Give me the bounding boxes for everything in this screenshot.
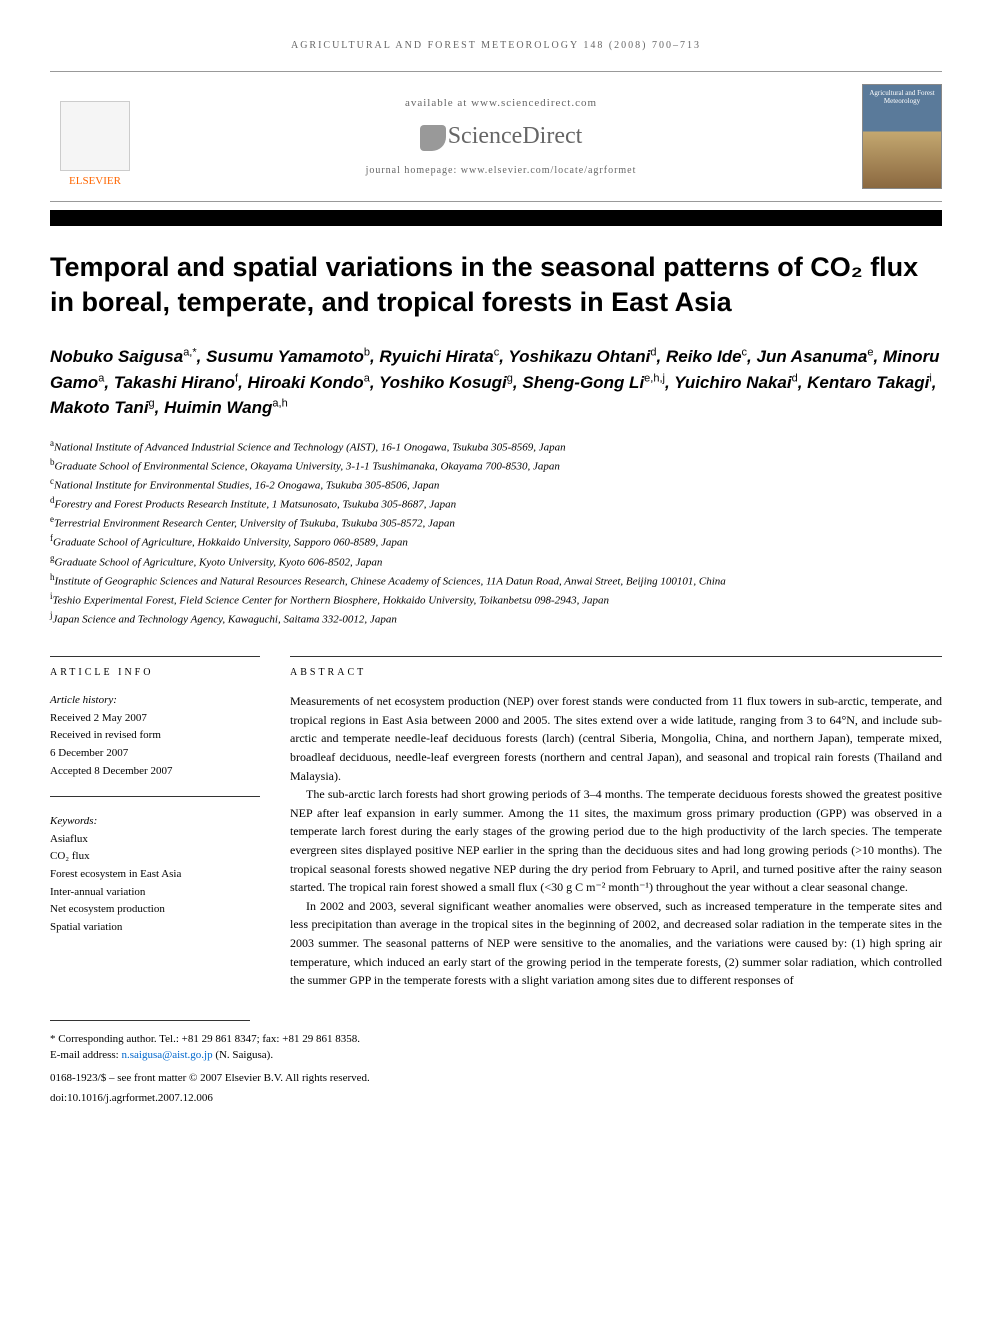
history-line: Received 2 May 2007: [50, 710, 260, 728]
elsevier-tree-icon: [60, 101, 130, 171]
elsevier-label: ELSEVIER: [69, 175, 121, 187]
affiliation-line: fGraduate School of Agriculture, Hokkaid…: [50, 532, 942, 551]
corresponding-author: * Corresponding author. Tel.: +81 29 861…: [50, 1031, 942, 1048]
abstract-paragraph: In 2002 and 2003, several significant we…: [290, 897, 942, 990]
sciencedirect-icon: [420, 125, 446, 151]
article-title: Temporal and spatial variations in the s…: [50, 250, 942, 320]
abstract-paragraph: Measurements of net ecosystem production…: [290, 692, 942, 785]
affiliations-list: aNational Institute of Advanced Industri…: [50, 437, 942, 629]
article-info-column: ARTICLE INFO Article history: Received 2…: [50, 656, 260, 990]
black-separator-bar: [50, 210, 942, 226]
affiliation-line: iTeshio Experimental Forest, Field Scien…: [50, 590, 942, 609]
affiliation-line: aNational Institute of Advanced Industri…: [50, 437, 942, 456]
email-link[interactable]: n.saigusa@aist.go.jp: [121, 1049, 212, 1061]
history-line: 6 December 2007: [50, 745, 260, 763]
info-divider: [50, 796, 260, 797]
abstract-heading: ABSTRACT: [290, 656, 942, 678]
affiliation-line: jJapan Science and Technology Agency, Ka…: [50, 609, 942, 628]
sciencedirect-logo: ScienceDirect: [160, 123, 842, 150]
available-at-text: available at www.sciencedirect.com: [160, 97, 842, 109]
email-label: E-mail address:: [50, 1049, 121, 1061]
footer-separator: [50, 1020, 250, 1031]
journal-header-line: AGRICULTURAL AND FOREST METEOROLOGY 148 …: [50, 40, 942, 51]
keyword-item: Net ecosystem production: [50, 901, 260, 919]
email-author-name: (N. Saigusa).: [213, 1049, 274, 1061]
keyword-item: Inter-annual variation: [50, 884, 260, 902]
affiliation-line: cNational Institute for Environmental St…: [50, 475, 942, 494]
keyword-item: Asiaflux: [50, 831, 260, 849]
article-info-heading: ARTICLE INFO: [50, 656, 260, 678]
affiliation-line: eTerrestrial Environment Research Center…: [50, 513, 942, 532]
content-columns: ARTICLE INFO Article history: Received 2…: [50, 656, 942, 990]
doi-line: doi:10.1016/j.agrformet.2007.12.006: [50, 1092, 942, 1104]
keyword-item: Forest ecosystem in East Asia: [50, 866, 260, 884]
copyright-line: 0168-1923/$ – see front matter © 2007 El…: [50, 1072, 942, 1084]
cover-title: Agricultural and Forest Meteorology: [869, 89, 934, 105]
affiliation-line: bGraduate School of Environmental Scienc…: [50, 456, 942, 475]
article-history-block: Article history: Received 2 May 2007Rece…: [50, 692, 260, 780]
banner-center: available at www.sciencedirect.com Scien…: [140, 97, 862, 175]
sciencedirect-label: ScienceDirect: [448, 123, 583, 149]
abstract-paragraph: The sub-arctic larch forests had short g…: [290, 785, 942, 897]
history-label: Article history:: [50, 692, 260, 710]
history-line: Accepted 8 December 2007: [50, 763, 260, 781]
affiliation-line: gGraduate School of Agriculture, Kyoto U…: [50, 552, 942, 571]
journal-homepage-text: journal homepage: www.elsevier.com/locat…: [160, 165, 842, 176]
keyword-item: CO₂ flux: [50, 848, 260, 866]
history-line: Received in revised form: [50, 727, 260, 745]
affiliation-line: dForestry and Forest Products Research I…: [50, 494, 942, 513]
keywords-block: Keywords: AsiafluxCO₂ fluxForest ecosyst…: [50, 813, 260, 936]
abstract-column: ABSTRACT Measurements of net ecosystem p…: [290, 656, 942, 990]
top-banner: ELSEVIER available at www.sciencedirect.…: [50, 71, 942, 202]
email-line: E-mail address: n.saigusa@aist.go.jp (N.…: [50, 1047, 942, 1064]
author-list: Nobuko Saigusaa,*, Susumu Yamamotob, Ryu…: [50, 344, 942, 421]
keyword-item: Spatial variation: [50, 919, 260, 937]
abstract-text: Measurements of net ecosystem production…: [290, 692, 942, 990]
journal-cover-thumbnail: Agricultural and Forest Meteorology: [862, 84, 942, 189]
keywords-label: Keywords:: [50, 813, 260, 831]
affiliation-line: hInstitute of Geographic Sciences and Na…: [50, 571, 942, 590]
elsevier-logo: ELSEVIER: [50, 87, 140, 187]
